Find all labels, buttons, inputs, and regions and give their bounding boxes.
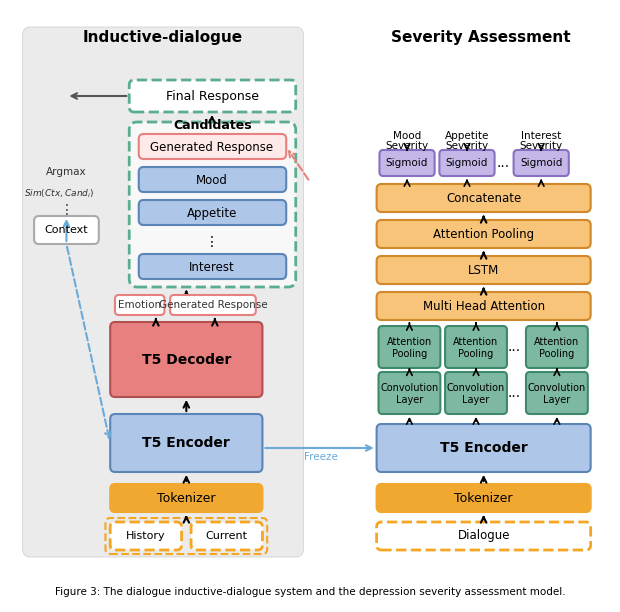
Text: Appetite: Appetite [445,131,489,141]
Text: Concatenate: Concatenate [446,192,521,204]
FancyBboxPatch shape [513,150,569,176]
FancyBboxPatch shape [170,295,256,315]
Text: Emotion: Emotion [118,300,161,310]
Text: LSTM: LSTM [468,264,499,277]
Text: Pooling: Pooling [392,349,427,359]
Text: Tokenizer: Tokenizer [454,491,513,504]
Text: Severity: Severity [445,141,489,151]
FancyBboxPatch shape [139,134,286,159]
FancyBboxPatch shape [376,522,591,550]
FancyBboxPatch shape [378,326,440,368]
Text: ⋮: ⋮ [60,203,73,217]
Text: Argmax: Argmax [46,167,87,177]
Text: Interest: Interest [521,131,561,141]
Text: Interest: Interest [189,261,235,274]
Text: Mood: Mood [393,131,421,141]
Text: Generated Response: Generated Response [159,300,267,310]
Text: Tokenizer: Tokenizer [157,491,216,504]
FancyBboxPatch shape [110,484,262,512]
Text: Pooling: Pooling [539,349,575,359]
FancyBboxPatch shape [376,184,591,212]
Text: Severity: Severity [386,141,428,151]
FancyBboxPatch shape [376,256,591,284]
Text: Figure 3: The dialogue inductive-dialogue system and the depression severity ass: Figure 3: The dialogue inductive-dialogu… [55,587,565,597]
Text: Convolution: Convolution [528,383,586,393]
Text: Attention: Attention [534,337,580,347]
FancyBboxPatch shape [526,372,588,414]
Text: Sigmoid: Sigmoid [446,158,488,168]
FancyBboxPatch shape [110,522,182,550]
Text: Candidates: Candidates [174,119,252,132]
Text: Severity: Severity [520,141,563,151]
Text: Layer: Layer [396,395,423,405]
Text: ...: ... [508,386,521,400]
Text: Convolution: Convolution [447,383,505,393]
Text: Layer: Layer [543,395,570,405]
FancyBboxPatch shape [34,216,99,244]
Text: Inductive-dialogue: Inductive-dialogue [82,29,242,45]
Text: History: History [126,531,165,541]
FancyBboxPatch shape [376,292,591,320]
Text: Attention: Attention [387,337,432,347]
FancyBboxPatch shape [379,150,435,176]
Text: Current: Current [205,531,247,541]
Text: $Sim(Ctx, Cand_i)$: $Sim(Ctx, Cand_i)$ [24,188,94,200]
Text: Appetite: Appetite [187,206,237,220]
FancyBboxPatch shape [115,295,164,315]
Text: Dialogue: Dialogue [458,529,510,542]
FancyBboxPatch shape [139,254,286,279]
Text: Generated Response: Generated Response [151,141,273,154]
FancyBboxPatch shape [110,414,262,472]
Text: Attention Pooling: Attention Pooling [433,228,534,241]
FancyBboxPatch shape [129,80,296,112]
Text: Layer: Layer [463,395,490,405]
FancyBboxPatch shape [440,150,495,176]
FancyBboxPatch shape [23,27,303,557]
FancyBboxPatch shape [129,122,296,287]
Text: T5 Encoder: T5 Encoder [440,441,528,455]
FancyBboxPatch shape [445,372,507,414]
FancyBboxPatch shape [526,326,588,368]
Text: Multi Head Attention: Multi Head Attention [423,299,545,313]
Text: ...: ... [497,156,510,170]
Text: Mood: Mood [196,173,228,187]
FancyBboxPatch shape [376,220,591,248]
FancyBboxPatch shape [378,372,440,414]
Text: Freeze: Freeze [304,452,339,462]
FancyBboxPatch shape [376,484,591,512]
Text: T5 Decoder: T5 Decoder [141,353,231,367]
FancyBboxPatch shape [110,322,262,397]
Text: T5 Encoder: T5 Encoder [143,436,230,450]
Text: Context: Context [45,225,88,235]
Text: ...: ... [508,340,521,354]
Text: Sigmoid: Sigmoid [520,158,562,168]
Text: Final Response: Final Response [166,89,259,102]
Text: ⋮: ⋮ [205,235,219,249]
Text: Severity Assessment: Severity Assessment [391,29,571,45]
FancyBboxPatch shape [376,424,591,472]
FancyBboxPatch shape [139,200,286,225]
Text: Attention: Attention [453,337,498,347]
FancyBboxPatch shape [139,167,286,192]
Text: Pooling: Pooling [458,349,494,359]
FancyBboxPatch shape [191,522,262,550]
Text: Sigmoid: Sigmoid [386,158,428,168]
Text: Convolution: Convolution [380,383,438,393]
FancyBboxPatch shape [445,326,507,368]
